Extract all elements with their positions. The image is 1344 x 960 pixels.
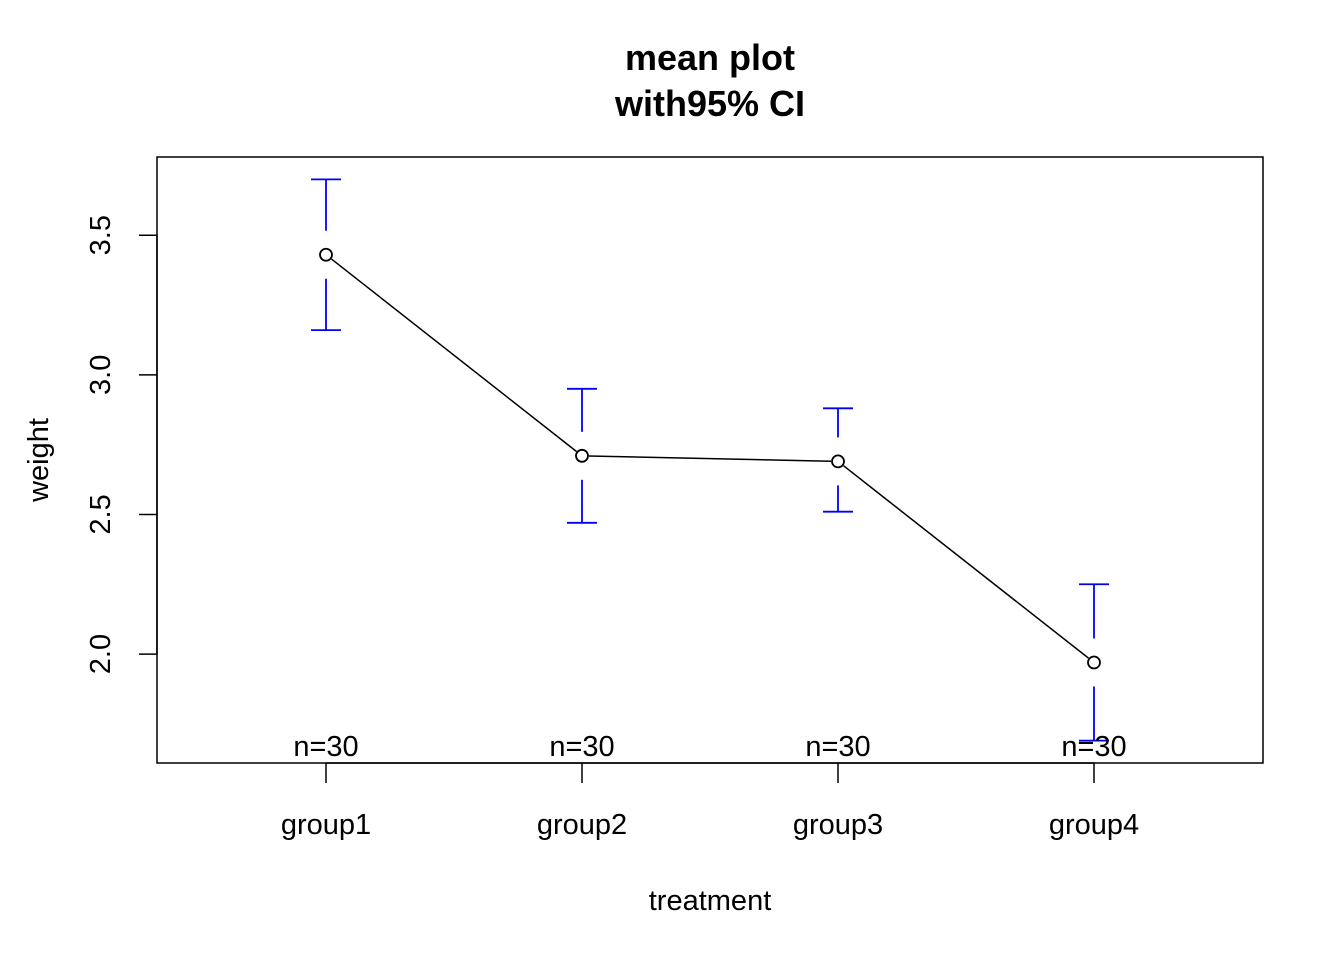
y-tick-label: 2.0	[85, 634, 117, 674]
y-axis: 2.0 2.5 3.0 3.5	[85, 215, 158, 674]
mean-point	[319, 247, 333, 262]
mean-line-segment	[843, 465, 1089, 659]
mean-point	[1087, 655, 1101, 670]
x-tick-label: group1	[281, 809, 371, 841]
chart-marks: n=30 n=30 n=30 n=30	[293, 178, 1127, 763]
error-bar	[311, 178, 341, 332]
sample-size-label: n=30	[805, 731, 870, 763]
y-tick-label: 3.0	[85, 355, 117, 395]
x-tick-label: group3	[793, 809, 883, 841]
mean-point	[831, 454, 845, 469]
mean-line-segment	[331, 258, 577, 453]
x-axis-label: treatment	[649, 885, 772, 917]
sample-size-label: n=30	[1061, 731, 1126, 763]
mean-line-segment	[588, 455, 832, 462]
error-bar	[1079, 583, 1109, 742]
x-axis: group1 group2 group3 group4	[281, 762, 1139, 841]
x-tick-label: group4	[1049, 809, 1139, 841]
sample-size-label: n=30	[549, 731, 614, 763]
plot-frame	[156, 156, 1264, 764]
error-bar	[567, 387, 597, 524]
mean-point	[575, 448, 589, 463]
y-tick-label: 3.5	[85, 215, 117, 255]
error-bar	[823, 407, 853, 513]
sample-size-label: n=30	[293, 731, 358, 763]
y-axis-label: weight	[23, 418, 55, 503]
y-tick-label: 2.5	[85, 494, 117, 534]
chart-title: mean plot	[625, 37, 795, 78]
chart-subtitle: with95% CI	[614, 83, 805, 124]
x-tick-label: group2	[537, 809, 627, 841]
